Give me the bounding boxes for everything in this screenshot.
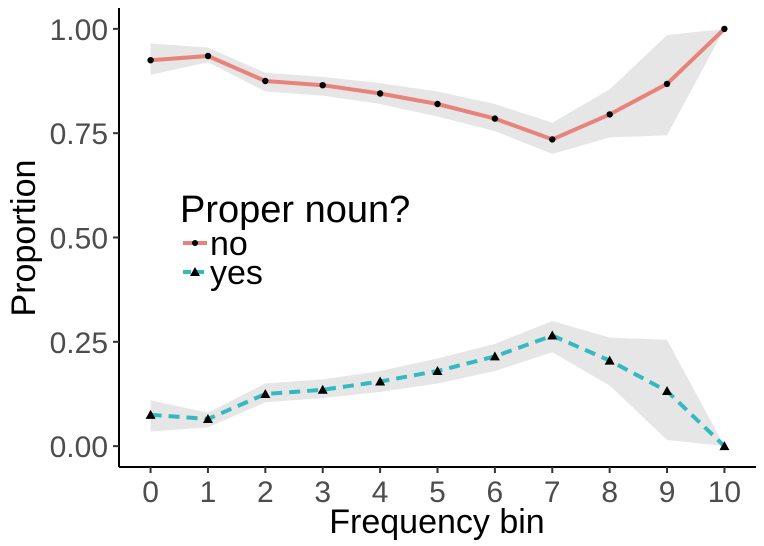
x-tick-label: 0 <box>142 476 159 509</box>
y-tick-label: 0.50 <box>50 223 108 256</box>
point-no-1 <box>204 52 212 60</box>
confidence-ribbons <box>150 28 725 447</box>
series-points <box>145 25 730 451</box>
point-yes-10 <box>719 441 730 451</box>
point-yes-1 <box>202 414 213 424</box>
ribbon-yes <box>150 321 725 447</box>
x-tick-label: 6 <box>487 476 504 509</box>
legend-label-no: no <box>210 225 248 263</box>
point-yes-3 <box>317 384 328 394</box>
point-yes-7 <box>547 330 558 340</box>
point-yes-9 <box>662 386 673 396</box>
point-yes-2 <box>260 388 271 398</box>
x-tick-label: 3 <box>314 476 331 509</box>
x-tick-label: 8 <box>601 476 618 509</box>
y-axis-ticks: 0.00 0.25 0.50 0.75 1.00 <box>50 14 119 464</box>
point-no-10 <box>721 25 728 33</box>
point-yes-6 <box>489 351 500 361</box>
point-no-4 <box>376 90 384 97</box>
point-no-6 <box>491 115 499 122</box>
point-no-5 <box>434 100 441 108</box>
ribbon-no <box>150 28 725 154</box>
point-no-9 <box>663 80 671 88</box>
x-axis-ticks: 0 1 2 3 4 5 6 7 8 9 10 <box>142 467 741 509</box>
y-tick-label: 0.25 <box>50 327 108 360</box>
x-tick-label: 7 <box>544 476 561 509</box>
point-yes-5 <box>432 366 443 376</box>
x-tick-label: 9 <box>659 476 676 509</box>
x-tick-label: 1 <box>200 476 217 509</box>
point-no-3 <box>319 82 326 89</box>
point-no-0 <box>147 57 154 64</box>
x-tick-label: 5 <box>429 476 446 509</box>
x-tick-label: 2 <box>257 476 274 509</box>
point-yes-4 <box>375 376 386 386</box>
x-tick-label: 4 <box>372 476 389 509</box>
legend: Proper noun? no yes <box>180 189 410 292</box>
point-yes-0 <box>145 409 156 419</box>
y-axis-title: Proportion <box>5 160 43 317</box>
legend-key-no <box>183 240 207 246</box>
point-no-7 <box>549 136 556 143</box>
point-yes-8 <box>604 355 615 365</box>
y-tick-label: 0.00 <box>50 431 108 464</box>
y-tick-label: 1.00 <box>50 14 108 47</box>
legend-key-yes <box>183 267 207 276</box>
x-axis-title: Frequency bin <box>329 503 544 541</box>
point-no-8 <box>606 111 613 118</box>
legend-label-yes: yes <box>210 254 263 292</box>
x-tick-label: 10 <box>708 476 741 509</box>
legend-title: Proper noun? <box>180 189 410 231</box>
y-tick-label: 0.75 <box>50 118 108 151</box>
point-no-2 <box>262 77 269 85</box>
